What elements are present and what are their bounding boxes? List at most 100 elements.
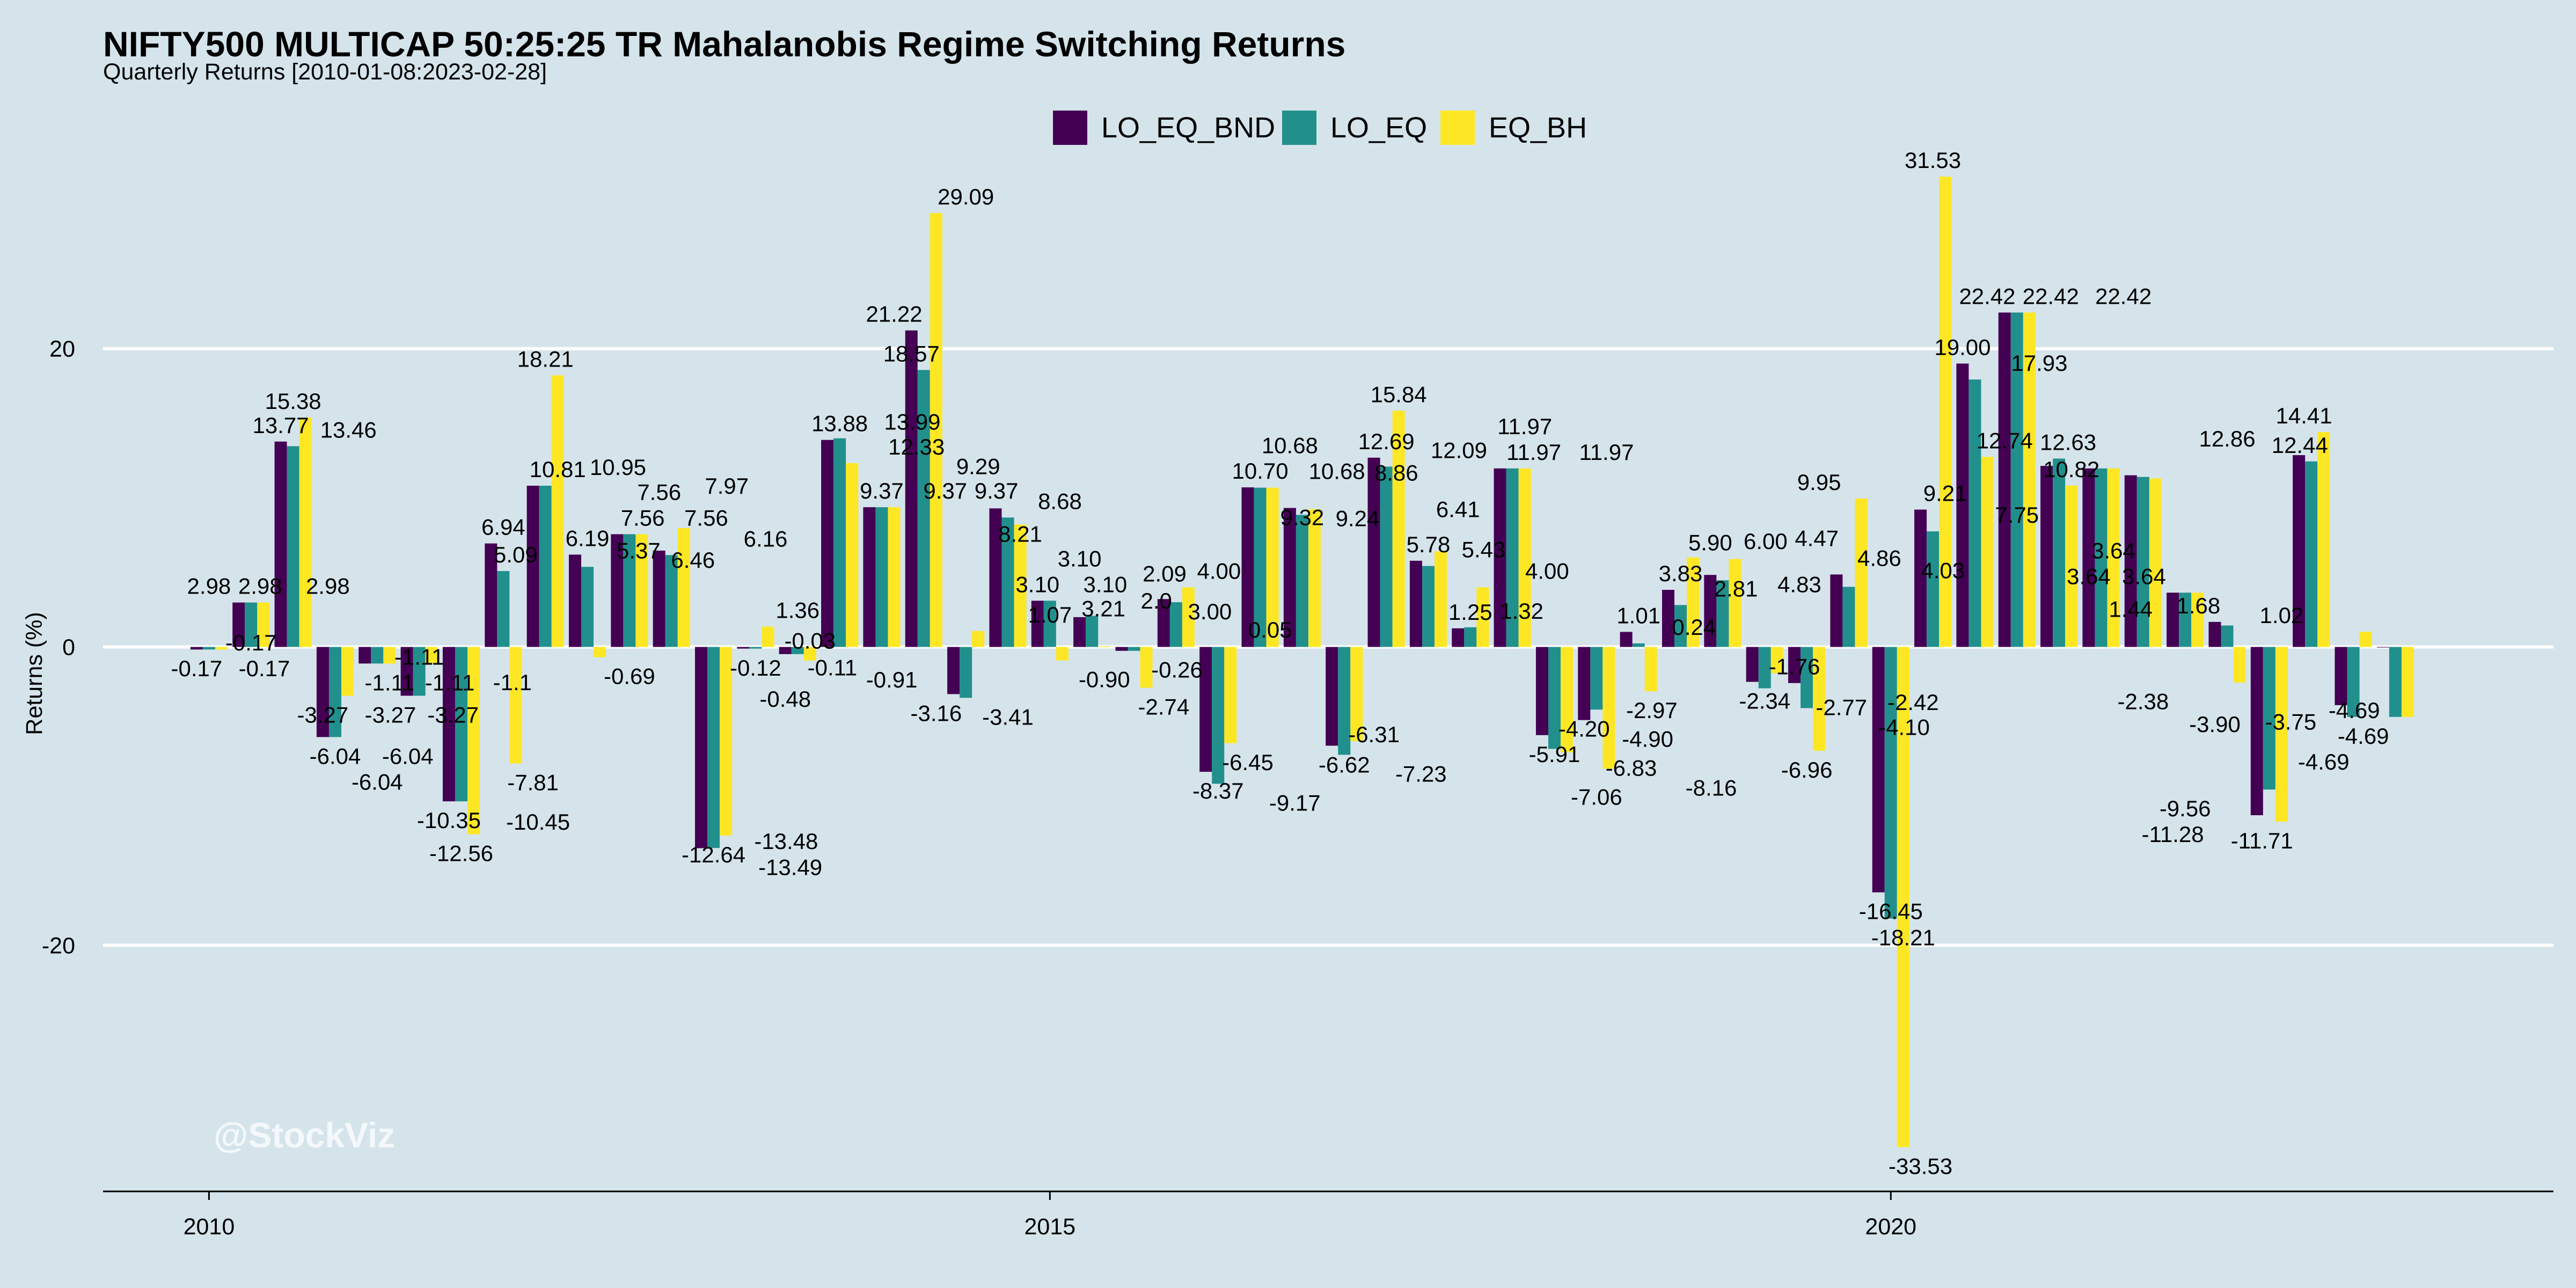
data-label: 10.82 (2043, 457, 2099, 482)
bar (905, 330, 918, 647)
data-label: 2.0 (1141, 588, 1172, 613)
x-tick-label: 2015 (1024, 1214, 1076, 1240)
bar (2347, 647, 2360, 717)
data-label: -7.81 (507, 770, 559, 795)
data-label: 12.33 (888, 434, 945, 459)
bar (2293, 455, 2306, 647)
bar (1212, 647, 1225, 784)
bar (2334, 647, 2347, 705)
data-label: -16.45 (1859, 899, 1923, 924)
bar (190, 647, 203, 650)
data-label: 1.02 (2260, 603, 2304, 628)
bar (635, 534, 648, 647)
data-label: -0.17 (171, 656, 223, 681)
bar (1704, 575, 1717, 647)
data-label: -0.69 (604, 664, 655, 689)
data-label: 13.88 (811, 411, 868, 436)
bar (1086, 616, 1099, 647)
data-label: -8.16 (1686, 775, 1737, 800)
bar (232, 602, 245, 647)
bar (1476, 587, 1489, 647)
bar (1770, 647, 1783, 674)
bar (2305, 461, 2318, 647)
bar (316, 647, 329, 737)
data-label: -3.27 (297, 702, 349, 727)
bar (1801, 647, 1813, 708)
data-label: 15.84 (1371, 382, 1427, 407)
data-label: -1.1 (493, 670, 532, 695)
bar (665, 555, 678, 647)
data-label: 7.56 (684, 505, 728, 530)
data-label: 22.42 (1959, 283, 2015, 309)
bar (2263, 647, 2275, 790)
bar (2191, 592, 2204, 647)
data-label: -2.34 (1739, 689, 1790, 714)
bar (1001, 517, 1014, 647)
bar (1855, 498, 1868, 647)
bar (1056, 647, 1069, 661)
bar (594, 647, 606, 657)
data-label: -10.35 (417, 808, 481, 833)
bar (863, 507, 876, 647)
bar (1169, 602, 1182, 647)
bar (1758, 647, 1771, 689)
bar (833, 438, 846, 647)
y-tick-label: 20 (49, 336, 75, 362)
bar (2107, 468, 2120, 647)
bar (1968, 379, 1981, 647)
bar (1632, 643, 1645, 647)
bar (623, 534, 636, 647)
data-label: -0.11 (808, 655, 858, 680)
data-label: 4.00 (1197, 558, 1241, 583)
bar (762, 626, 774, 647)
bar (328, 647, 341, 737)
data-label: -4.90 (1622, 727, 1673, 752)
bar (2179, 592, 2192, 647)
bar (257, 602, 270, 647)
data-label: -1.11 (394, 644, 444, 669)
bar (707, 647, 720, 848)
data-label: 9.37 (860, 478, 904, 503)
bar (2065, 485, 2078, 647)
data-label: 3.64 (2067, 564, 2111, 589)
bar (695, 647, 708, 848)
data-label: 2.98 (238, 574, 282, 599)
bar (1014, 524, 1027, 647)
legend-label: LO_EQ_BND (1101, 112, 1275, 144)
data-label: 0.05 (1248, 617, 1292, 642)
bar (947, 647, 960, 694)
bar (383, 647, 396, 664)
data-label: 31.53 (1905, 148, 1961, 173)
data-label: -0.17 (239, 656, 290, 681)
bar (539, 486, 552, 647)
bar (1115, 647, 1128, 651)
data-label: -6.31 (1348, 722, 1400, 747)
data-label: 3.10 (1058, 546, 1102, 571)
bar (1506, 468, 1519, 647)
data-label: 8.86 (1374, 460, 1418, 485)
bar (299, 418, 312, 647)
data-label: 12.44 (2272, 433, 2328, 458)
data-label: -6.62 (1319, 752, 1370, 778)
bar (2359, 632, 2372, 647)
bar (888, 507, 901, 647)
bar (551, 375, 564, 647)
data-label: 17.93 (2011, 350, 2067, 376)
data-label: 21.22 (866, 302, 922, 327)
data-label: 1.36 (775, 598, 819, 623)
x-tick-label: 2020 (1865, 1214, 1916, 1240)
bar (1043, 601, 1056, 647)
legend-swatch (1282, 111, 1316, 145)
data-label: -3.16 (910, 700, 962, 726)
bar (1729, 559, 1741, 647)
data-label: 14.41 (2276, 403, 2332, 428)
data-label: -6.45 (1222, 750, 1274, 775)
watermark: @StockViz (214, 1115, 395, 1155)
data-label: -0.48 (759, 686, 811, 712)
data-label: -1.11 (365, 670, 415, 695)
data-label: 9.37 (975, 478, 1019, 503)
data-label: -4.10 (1878, 714, 1930, 740)
bar (1914, 509, 1927, 647)
bar (846, 463, 859, 647)
bar (1283, 508, 1296, 647)
